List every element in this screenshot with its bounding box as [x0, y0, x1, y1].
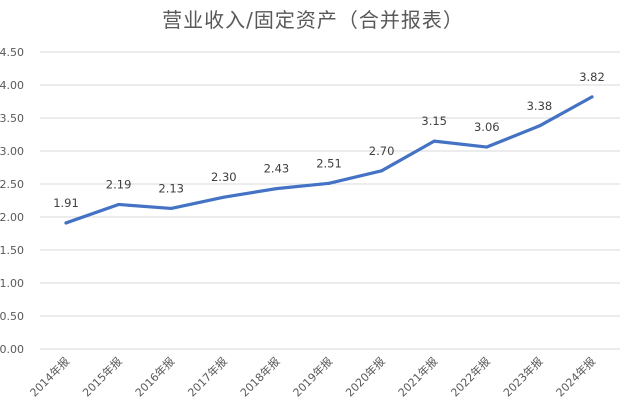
- x-tick-label: 2014年报: [27, 354, 72, 399]
- data-label: 3.06: [474, 120, 500, 134]
- x-tick-label: 2015年报: [79, 354, 124, 399]
- x-tick-label: 2023年报: [500, 354, 545, 399]
- y-tick-label: 0.00: [0, 343, 24, 356]
- y-tick-label: 4.00: [0, 79, 24, 92]
- data-label: 2.43: [264, 162, 290, 176]
- data-label: 2.51: [316, 156, 342, 170]
- data-label: 3.15: [421, 114, 447, 128]
- data-point: [380, 169, 384, 173]
- x-tick-label: 2020年报: [342, 354, 387, 399]
- y-tick-label: 0.50: [0, 310, 24, 323]
- data-label: 3.38: [527, 99, 553, 113]
- chart-title: 营业收入/固定资产（合并报表）: [162, 8, 464, 32]
- y-tick-label: 3.00: [0, 145, 24, 158]
- data-label: 3.82: [579, 70, 605, 84]
- y-tick-label: 4.50: [0, 46, 24, 59]
- data-point: [432, 139, 436, 143]
- y-tick-label: 1.00: [0, 277, 24, 290]
- y-tick-label: 2.00: [0, 211, 24, 224]
- x-tick-label: 2018年报: [237, 354, 282, 399]
- data-point: [485, 145, 489, 149]
- x-tick-label: 2019年报: [290, 354, 335, 399]
- data-label: 2.19: [106, 177, 132, 191]
- x-tick-label: 2017年报: [185, 354, 230, 399]
- y-tick-label: 1.50: [0, 244, 24, 257]
- data-label: 2.70: [369, 144, 395, 158]
- data-point: [590, 95, 594, 99]
- data-point: [274, 187, 278, 191]
- data-point: [537, 124, 541, 128]
- y-tick-label: 3.50: [0, 112, 24, 125]
- data-point: [117, 202, 121, 206]
- data-label: 2.13: [158, 181, 184, 195]
- x-tick-label: 2022年报: [448, 354, 493, 399]
- data-point: [327, 181, 331, 185]
- x-tick-label: 2024年报: [553, 354, 598, 399]
- x-tick-label: 2021年报: [395, 354, 440, 399]
- data-label: 2.30: [211, 170, 237, 184]
- data-point: [222, 195, 226, 199]
- x-tick-label: 2016年报: [132, 354, 177, 399]
- data-label: 1.91: [53, 196, 79, 210]
- data-point: [169, 206, 173, 210]
- data-point: [64, 221, 68, 225]
- y-tick-label: 2.50: [0, 178, 24, 191]
